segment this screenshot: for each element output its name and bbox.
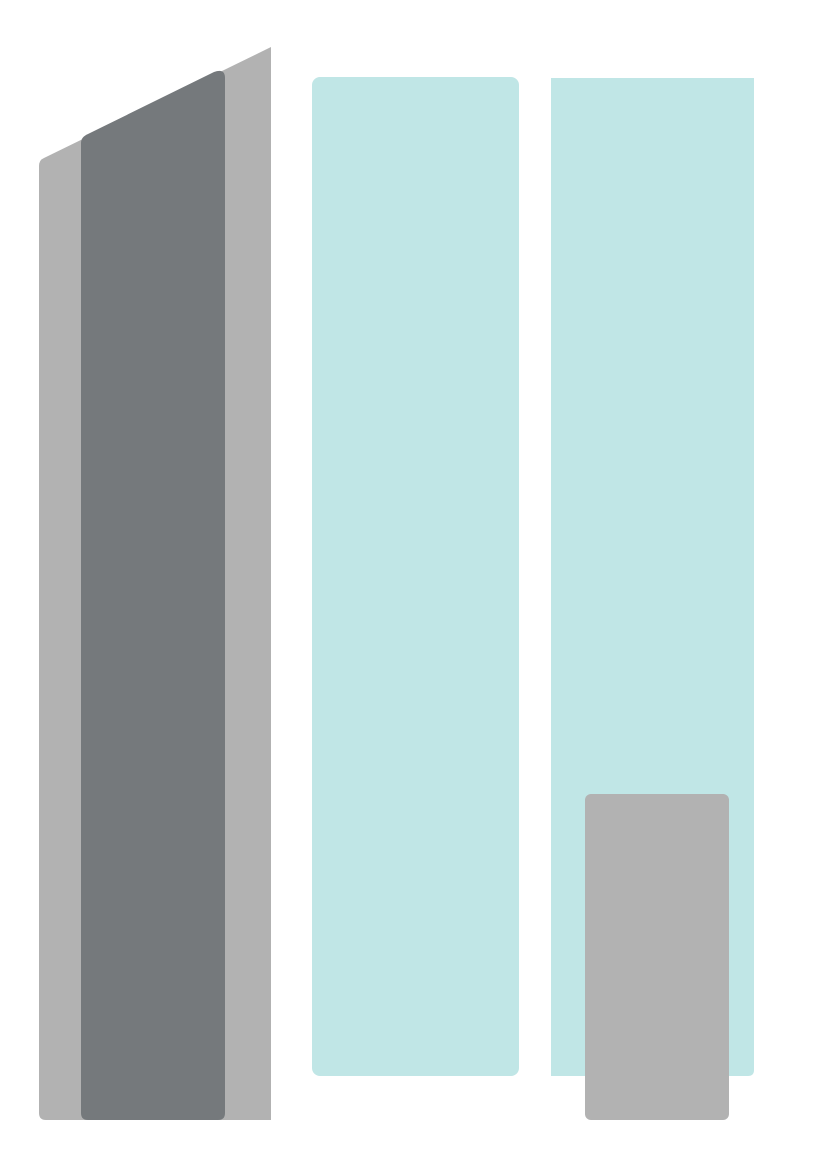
tall-building-front [81, 70, 225, 1120]
gray-door [585, 794, 729, 1120]
teal-window-panel [312, 77, 519, 1076]
